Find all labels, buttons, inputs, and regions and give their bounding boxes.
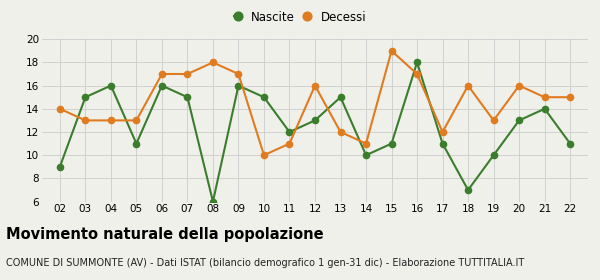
Nascite [311, 119, 319, 122]
Legend: Nascite, Decessi: Nascite, Decessi [229, 6, 371, 28]
Line: Decessi: Decessi [57, 48, 573, 158]
Nascite [158, 84, 166, 87]
Nascite [107, 84, 115, 87]
Decessi [235, 72, 242, 76]
Decessi [388, 49, 395, 52]
Nascite [490, 153, 497, 157]
Nascite [235, 84, 242, 87]
Decessi [362, 142, 370, 145]
Nascite [566, 142, 574, 145]
Line: Nascite: Nascite [57, 59, 573, 205]
Decessi [566, 95, 574, 99]
Nascite [388, 142, 395, 145]
Decessi [133, 119, 140, 122]
Decessi [413, 72, 421, 76]
Decessi [82, 119, 89, 122]
Decessi [311, 84, 319, 87]
Decessi [541, 95, 548, 99]
Nascite [209, 200, 217, 203]
Decessi [158, 72, 166, 76]
Nascite [439, 142, 446, 145]
Nascite [184, 95, 191, 99]
Decessi [107, 119, 115, 122]
Decessi [337, 130, 344, 134]
Decessi [56, 107, 64, 111]
Nascite [464, 188, 472, 192]
Nascite [133, 142, 140, 145]
Decessi [209, 61, 217, 64]
Decessi [515, 84, 523, 87]
Nascite [56, 165, 64, 169]
Nascite [515, 119, 523, 122]
Text: COMUNE DI SUMMONTE (AV) - Dati ISTAT (bilancio demografico 1 gen-31 dic) - Elabo: COMUNE DI SUMMONTE (AV) - Dati ISTAT (bi… [6, 258, 524, 268]
Nascite [260, 95, 268, 99]
Nascite [286, 130, 293, 134]
Decessi [260, 153, 268, 157]
Nascite [82, 95, 89, 99]
Decessi [184, 72, 191, 76]
Decessi [286, 142, 293, 145]
Nascite [337, 95, 344, 99]
Nascite [413, 61, 421, 64]
Decessi [464, 84, 472, 87]
Nascite [362, 153, 370, 157]
Nascite [541, 107, 548, 111]
Decessi [439, 130, 446, 134]
Text: Movimento naturale della popolazione: Movimento naturale della popolazione [6, 227, 323, 242]
Decessi [490, 119, 497, 122]
